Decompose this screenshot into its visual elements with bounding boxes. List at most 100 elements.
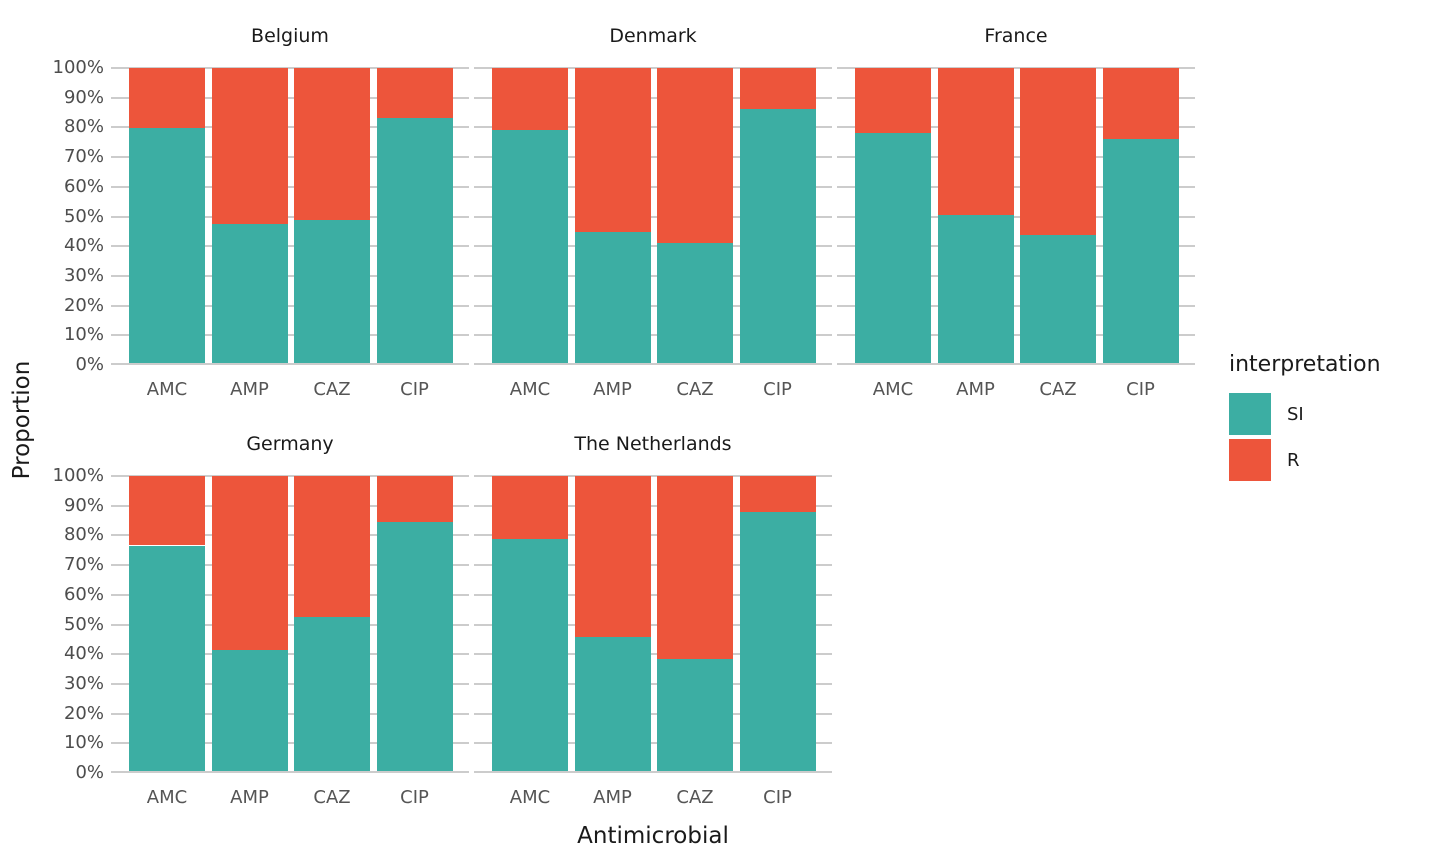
bar-segment-si-caz <box>657 658 733 773</box>
gridline-40% <box>111 653 469 656</box>
bar-segment-r-amp <box>211 68 288 225</box>
gridline-60% <box>111 185 469 188</box>
bar-segment-r-cip <box>739 476 816 513</box>
gridline-10% <box>837 334 1195 337</box>
y-tick-label-40%: 40% <box>63 235 104 257</box>
gridline-70% <box>837 156 1195 159</box>
x-tick-label-amc: AMC <box>146 787 188 808</box>
y-tick-label-50%: 50% <box>63 205 104 227</box>
baseline <box>837 363 1195 365</box>
y-tick-label-70%: 70% <box>63 554 104 576</box>
bar-segment-r-cip <box>376 476 453 523</box>
x-tick-label-amp: AMP <box>593 379 632 400</box>
legend-label-r: R <box>1287 449 1300 471</box>
baseline <box>111 771 469 773</box>
gridline-20% <box>474 712 832 715</box>
x-tick-label-cip: CIP <box>1126 379 1155 400</box>
gridline-90% <box>837 96 1195 99</box>
bar-segment-r-caz <box>1020 68 1096 236</box>
gridline-30% <box>474 274 832 277</box>
gridline-40% <box>111 245 469 248</box>
gridline-10% <box>111 742 469 745</box>
bar-segment-si-amp <box>574 232 651 365</box>
bar-segment-si-caz <box>657 243 733 365</box>
x-tick-label-amp: AMP <box>230 379 269 400</box>
gridline-30% <box>111 274 469 277</box>
x-tick-label-cip: CIP <box>763 379 792 400</box>
bar-segment-si-cip <box>1102 138 1179 365</box>
bar-segment-si-caz <box>294 617 370 773</box>
legend-item-r: R <box>1229 439 1429 481</box>
facet-title-the-netherlands: The Netherlands <box>574 433 732 455</box>
x-tick-label-amp: AMP <box>230 787 269 808</box>
legend: interpretation SI R <box>1229 352 1429 485</box>
x-tick-label-caz: CAZ <box>313 787 351 808</box>
y-tick-label-10%: 10% <box>63 732 104 754</box>
gridline-90% <box>474 96 832 99</box>
facet-panel-germany <box>111 475 469 773</box>
gridline-20% <box>111 304 469 307</box>
y-tick-label-100%: 100% <box>52 57 104 78</box>
bar-segment-r-amp <box>574 476 651 637</box>
x-tick-label-amp: AMP <box>956 379 995 400</box>
x-tick-label-cip: CIP <box>400 787 429 808</box>
x-axis-title: Antimicrobial <box>577 823 729 849</box>
gridline-40% <box>474 245 832 248</box>
bar-segment-r-amc <box>855 68 931 134</box>
gridline-20% <box>837 304 1195 307</box>
y-tick-label-20%: 20% <box>63 294 104 316</box>
baseline <box>474 363 832 365</box>
gridline-90% <box>474 504 832 507</box>
gridline-80% <box>837 126 1195 129</box>
bar-segment-si-amp <box>937 214 1014 365</box>
x-tick-label-amp: AMP <box>593 787 632 808</box>
gridline-50% <box>837 215 1195 218</box>
bar-segment-si-amc <box>129 127 205 365</box>
x-tick-label-caz: CAZ <box>1039 379 1077 400</box>
bar-segment-r-amc <box>492 476 568 540</box>
bar-segment-r-cip <box>1102 68 1179 139</box>
facet-panel-denmark <box>474 67 832 365</box>
gridline-60% <box>111 593 469 596</box>
gridline-70% <box>111 156 469 159</box>
gridline-100% <box>474 67 832 69</box>
gridline-10% <box>474 334 832 337</box>
x-tick-label-caz: CAZ <box>313 379 351 400</box>
bar-segment-r-amp <box>937 68 1014 215</box>
bar-segment-si-cip <box>376 522 453 773</box>
gridline-100% <box>837 67 1195 69</box>
facet-title-denmark: Denmark <box>609 25 697 47</box>
gridline-30% <box>474 682 832 685</box>
y-tick-label-0%: 0% <box>75 762 104 783</box>
x-tick-label-cip: CIP <box>763 787 792 808</box>
legend-key-si-swatch <box>1229 393 1271 435</box>
gridline-60% <box>474 185 832 188</box>
bar-segment-r-amc <box>129 68 205 128</box>
y-axis-title: Proportion <box>9 360 35 480</box>
facet-panel-belgium <box>111 67 469 365</box>
gridline-80% <box>111 534 469 537</box>
bar-segment-si-amp <box>211 649 288 773</box>
gridline-10% <box>111 334 469 337</box>
bar-segment-si-amp <box>211 224 288 365</box>
x-tick-label-amc: AMC <box>509 787 551 808</box>
gridline-90% <box>111 96 469 99</box>
y-tick-label-70%: 70% <box>63 146 104 168</box>
bar-segment-si-cip <box>739 109 816 365</box>
gridline-40% <box>474 653 832 656</box>
gridline-30% <box>837 274 1195 277</box>
x-tick-label-cip: CIP <box>400 379 429 400</box>
legend-item-si: SI <box>1229 393 1429 435</box>
y-tick-label-80%: 80% <box>63 524 104 546</box>
y-tick-label-80%: 80% <box>63 116 104 138</box>
gridline-50% <box>111 623 469 626</box>
facet-panel-the-netherlands <box>474 475 832 773</box>
bar-segment-si-amp <box>574 636 651 773</box>
gridline-100% <box>474 475 832 477</box>
y-tick-label-0%: 0% <box>75 354 104 375</box>
baseline <box>474 771 832 773</box>
bar-segment-r-caz <box>657 476 733 659</box>
gridline-70% <box>474 156 832 159</box>
legend-title: interpretation <box>1229 352 1381 377</box>
